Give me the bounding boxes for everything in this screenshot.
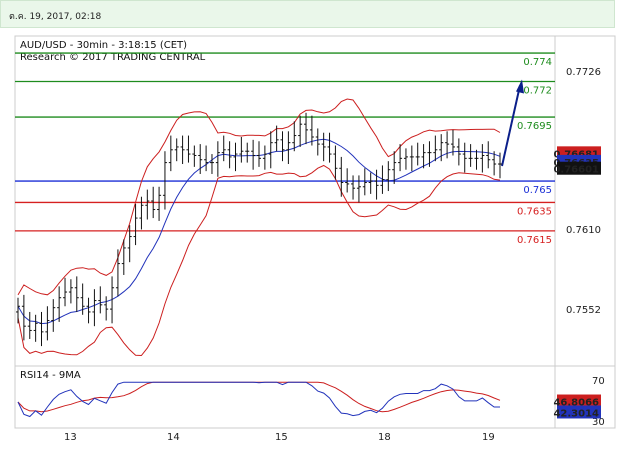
y-tick-label: 0.7726	[566, 67, 601, 78]
chart-subtitle: Research © 2017 TRADING CENTRAL	[20, 52, 206, 63]
level-label-resistance: 0.774	[523, 57, 552, 68]
rsi-tag: 46.8066	[553, 398, 599, 409]
ohlc-bars	[16, 112, 502, 347]
rsi-tag-bg	[557, 405, 601, 419]
projection-arrow	[501, 85, 521, 167]
rsi-tag-bg	[557, 394, 601, 408]
level-label-support: 0.7615	[517, 235, 552, 246]
rsi-title: RSI14 - 9MA	[20, 370, 81, 381]
bollinger-lower	[17, 164, 501, 357]
price-tag: 0.76681	[553, 149, 599, 160]
rsi-tick-label: 30	[592, 417, 605, 428]
price-tag-bg	[557, 161, 601, 175]
x-tick-label: 19	[482, 432, 495, 443]
y-tick-label: 0.7552	[566, 305, 601, 316]
rsi-tick-label: 70	[592, 376, 605, 387]
price-axis	[554, 35, 616, 367]
level-label-pivot: 0.765	[523, 185, 552, 196]
level-label-resistance: 0.772	[523, 86, 552, 97]
bollinger-upper	[17, 98, 501, 296]
price-tag: 0.76601	[553, 165, 599, 176]
x-tick-label: 18	[378, 432, 391, 443]
chart-datetime: ต.ค. 19, 2017, 02:18	[9, 12, 102, 22]
chart-title: AUD/USD - 30min - 3:18:15 (CET)	[20, 40, 187, 51]
y-tick-label: 0.7610	[566, 225, 601, 236]
level-label-support: 0.7635	[517, 206, 552, 217]
rsi-line	[17, 381, 500, 418]
level-label-resistance: 0.7695	[517, 121, 552, 132]
rsi-tag: 42.3014	[553, 408, 599, 419]
x-tick-label: 15	[275, 432, 288, 443]
rsi-lines	[17, 381, 501, 418]
price-panel	[14, 35, 556, 367]
projection-arrowhead	[516, 79, 524, 94]
rsi-panel	[14, 365, 556, 429]
chart-header-bar: ต.ค. 19, 2017, 02:18	[0, 0, 615, 28]
x-tick-label: 14	[167, 432, 180, 443]
levels-layer: 0.774 0.772 0.7695 0.765 0.7635 0.7615	[15, 52, 555, 246]
x-tick-label: 13	[64, 432, 77, 443]
